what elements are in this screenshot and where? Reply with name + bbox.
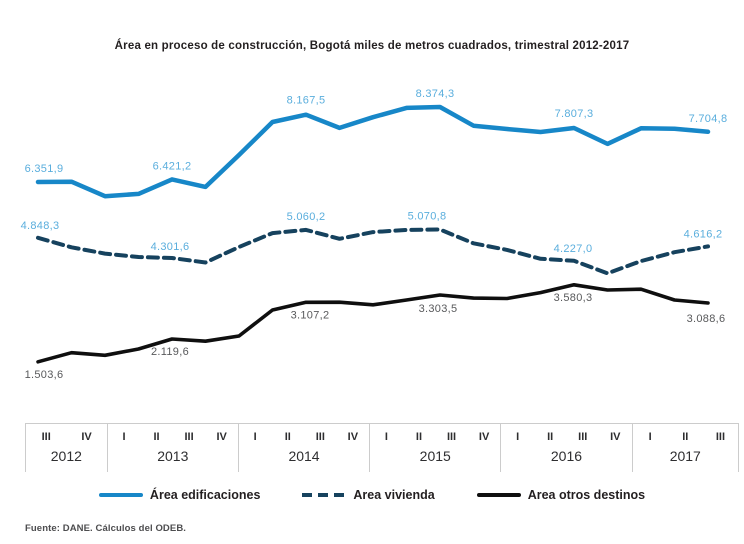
axis-quarter-label: II [153,431,160,443]
point-label: 7.704,8 [689,113,728,125]
axis-quarter-label: IV [610,431,621,443]
point-label: 3.107,2 [291,309,330,321]
point-label: 4.616,2 [684,228,723,240]
axis-year-label: 2016 [550,448,583,464]
axis-year-label: 2017 [669,448,701,464]
x-axis-table: III IV 2012 I II III IV 2013 I II III IV 2014 I II III I… [25,423,740,472]
point-label: 4.301,6 [151,241,190,253]
axis-year-group: I II III IV 2015 [369,424,500,472]
axis-year-label: 2015 [419,448,451,464]
point-label: 4.848,3 [21,220,60,232]
point-label: 4.227,0 [554,243,593,255]
axis-quarter-label: IV [216,431,227,443]
axis-year-group: I II III IV 2014 [237,424,369,472]
axis-quarter-label: II [547,431,554,443]
axis-quarter-label: III [715,431,726,443]
series-line-0 [35,104,711,199]
axis-quarter-label: III [184,431,194,443]
axis-quarter-label: II [284,431,291,443]
point-label: 2.119,6 [151,346,189,358]
axis-quarter-label: III [315,431,325,443]
point-label: 6.421,2 [153,160,192,172]
axis-quarter-label: IV [81,431,92,443]
chart-legend: Área edificaciones Area vivienda Area otro… [0,488,744,502]
axis-year-group: I II III IV 2013 [106,424,238,472]
solid-line-swatch [476,493,521,497]
legend-item: Area vivienda [302,488,435,502]
point-label: 1.503,6 [25,369,64,381]
axis-year-label: 2014 [288,448,320,464]
legend-item: Area otros destinos [476,488,646,502]
dashed-line-swatch [302,493,347,497]
chart-title: Área en proceso de construcción, Bogotá … [114,40,630,52]
axis-quarter-label: I [253,431,257,443]
axis-year-group: I II III 2017 [631,424,740,472]
series-line-1 [36,227,710,276]
axis-quarter-label: IV [478,431,490,443]
axis-quarter-label: I [122,431,126,443]
axis-year-group: III IV 2012 [25,424,107,472]
point-label: 5.070,8 [408,211,447,223]
point-label: 3.580,3 [554,292,593,304]
axis-quarter-label: II [682,431,689,443]
series-line-2 [36,282,710,364]
axis-quarter-label: I [516,431,520,443]
axis-quarter-label: I [384,431,388,443]
axis-year-label: 2012 [50,448,82,464]
axis-quarter-label: III [578,431,588,443]
point-label: 3.088,6 [687,313,726,325]
solid-line-swatch [98,493,143,497]
legend-label: Area otros destinos [527,488,646,502]
point-label: 5.060,2 [287,211,326,223]
axis-year-group: I II III IV 2016 [500,424,631,472]
point-label: 3.303,5 [419,303,458,315]
axis-year-label: 2013 [157,448,189,464]
legend-item: Área edificaciones [98,488,261,502]
line-chart: 6.351,9 6.421,2 8.167,5 8.374,3 7.807,3 7.704… [21,88,728,381]
axis-quarter-label: I [648,431,652,443]
legend-label: Area vivienda [353,488,435,502]
point-label: 8.167,5 [287,95,326,107]
axis-quarter-label: II [415,431,423,443]
point-label: 7.807,3 [555,108,594,120]
axis-quarter-label: III [41,431,51,443]
legend-label: Área edificaciones [149,488,261,502]
point-label: 8.374,3 [416,88,455,100]
axis-quarter-label: III [446,431,457,443]
source-note: Fuente: DANE. Cálculos del ODEB. [25,523,187,534]
point-label: 6.351,9 [25,163,64,175]
axis-quarter-label: IV [347,431,359,443]
